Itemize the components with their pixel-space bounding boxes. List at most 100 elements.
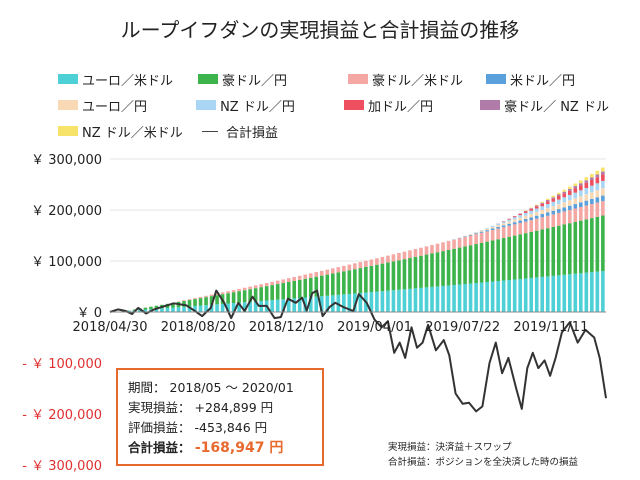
bar-segment-1: [551, 275, 556, 312]
bar-segment-8: [529, 208, 534, 209]
bar-segment-9: [567, 186, 572, 189]
bars-layer: [110, 167, 605, 312]
bar-segment-5: [556, 204, 561, 210]
bar-segment-2: [292, 280, 297, 299]
bar-segment-3: [408, 250, 412, 259]
bar-segment-7: [573, 188, 578, 193]
bar-segment-1: [485, 281, 489, 312]
legend-row: ユーロ／米ドル 豪ドル／円 豪ドル／米ドル 米ドル／円: [58, 66, 628, 92]
bar-segment-1: [160, 308, 164, 312]
bar-segment-9: [529, 207, 534, 209]
bar-segment-3: [435, 243, 440, 253]
bar-segment-3: [209, 294, 214, 297]
bar-segment-3: [275, 280, 280, 285]
bar-segment-1: [220, 303, 225, 312]
bar-segment-8: [595, 174, 600, 178]
bar-segment-7: [601, 174, 605, 181]
bar-segment-1: [595, 271, 600, 312]
summary-unrealized: 評価損益： -453,846 円: [128, 418, 322, 438]
x-tick-label: 2019/04/01: [337, 320, 412, 335]
bar-segment-8: [556, 194, 561, 197]
bar-segment-1: [187, 306, 192, 312]
bar-segment-2: [358, 268, 363, 294]
bar-segment-3: [485, 231, 489, 242]
bar-segment-4: [490, 228, 495, 230]
x-tick-label: 2018/04/30: [73, 320, 148, 335]
bar-segment-4: [595, 197, 600, 203]
bar-segment-1: [127, 310, 131, 312]
x-tick-label: 2019/11/11: [513, 320, 588, 335]
bar-segment-6: [534, 208, 539, 212]
legend-swatch: [480, 100, 501, 110]
bar-segment-3: [523, 221, 528, 234]
bar-segment-1: [171, 307, 175, 312]
bar-segment-2: [590, 218, 594, 273]
legend-label: NZ ドル／円: [220, 99, 295, 115]
bar-segment-9: [551, 195, 556, 198]
bar-segment-1: [424, 287, 429, 312]
bar-segment-3: [413, 249, 418, 257]
bar-segment-1: [573, 273, 578, 312]
bar-segment-2: [171, 302, 175, 308]
footnotes: 実現損益：決済益＋スワップ 合計損益：ポジションを全決済した時の損益: [388, 440, 578, 470]
bar-segment-5: [534, 211, 539, 216]
summary-unrealized-label: 評価損益：: [128, 420, 191, 435]
bar-segment-1: [601, 271, 605, 312]
bar-segment-6: [556, 199, 561, 205]
bar-segment-9: [545, 198, 550, 201]
bar-segment-1: [237, 302, 241, 312]
x-tick-label: 2018/08/20: [161, 320, 236, 335]
bar-segment-3: [518, 222, 522, 235]
bar-segment-6: [529, 210, 534, 214]
bar-segment-7: [567, 190, 572, 195]
bar-segment-2: [248, 289, 252, 302]
bar-segment-1: [518, 278, 522, 312]
bar-segment-2: [303, 278, 308, 298]
bar-segment-1: [402, 289, 407, 312]
bar-segment-5: [479, 230, 484, 232]
bar-segment-1: [386, 290, 390, 312]
bar-segment-1: [529, 277, 534, 312]
bar-segment-3: [364, 260, 368, 267]
summary-total: 合計損益： -168,947 円: [128, 438, 322, 458]
bar-segment-2: [595, 216, 600, 272]
bar-segment-5: [540, 209, 545, 215]
bar-segment-1: [523, 278, 528, 312]
bar-segment-5: [601, 188, 605, 196]
bar-segment-3: [397, 253, 401, 261]
bar-segment-1: [358, 293, 363, 312]
bar-segment-5: [523, 215, 528, 219]
bar-segment-3: [193, 298, 197, 300]
bar-segment-8: [584, 180, 589, 183]
bar-segment-3: [551, 214, 556, 227]
bar-segment-8: [573, 186, 578, 189]
legend-item: 豪ドル／米ドル: [348, 70, 486, 89]
bar-segment-1: [452, 284, 456, 312]
bar-segment-6: [479, 230, 484, 231]
bar-segment-5: [490, 226, 495, 229]
bar-segment-2: [187, 300, 192, 307]
legend-item: 合計損益: [198, 122, 348, 141]
bar-segment-3: [226, 291, 230, 294]
legend-item: NZ ドル／円: [196, 96, 344, 115]
bar-segment-8: [601, 171, 605, 175]
bar-segment-1: [248, 301, 252, 312]
bar-segment-4: [556, 209, 561, 213]
legend-item: 豪ドル／円: [198, 70, 348, 89]
summary-total-label: 合計損益：: [128, 440, 191, 455]
bar-segment-2: [325, 274, 330, 296]
bar-segment-3: [430, 245, 434, 254]
bar-segment-5: [562, 202, 567, 208]
legend-item: 豪ドル／ NZ ドル: [480, 96, 628, 115]
bar-segment-9: [562, 189, 567, 192]
bar-segment-6: [590, 185, 594, 193]
bar-segment-1: [441, 285, 445, 312]
bar-segment-2: [154, 305, 159, 309]
bar-segment-1: [154, 308, 159, 312]
bar-segment-5: [507, 221, 511, 224]
bar-segment-8: [540, 202, 545, 204]
bar-segment-5: [595, 190, 600, 198]
bar-segment-3: [479, 232, 484, 243]
bar-segment-6: [518, 215, 522, 218]
legend-swatch: [348, 74, 368, 84]
